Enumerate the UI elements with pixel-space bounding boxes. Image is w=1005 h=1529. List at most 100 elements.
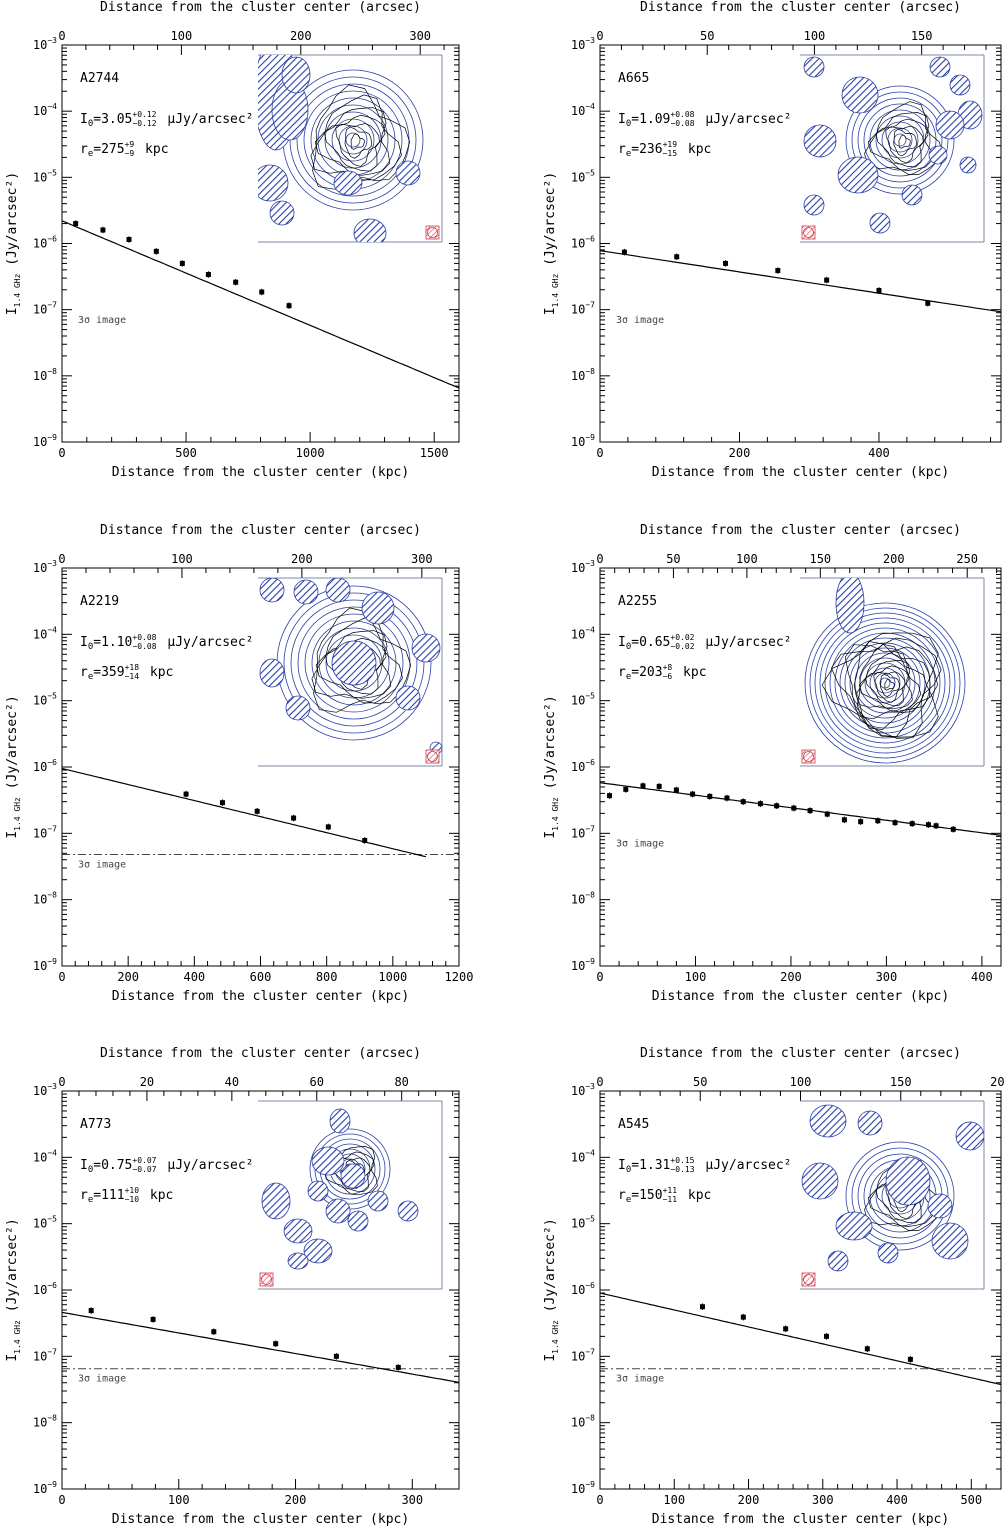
re-annotation: re=236+19 −15 kpc (618, 140, 711, 159)
model-contour (338, 125, 368, 155)
data-point (824, 277, 830, 283)
x-tick-label-arcsec: 200 (291, 552, 313, 566)
data-point (699, 1304, 705, 1310)
model-contour (849, 647, 921, 719)
subtracted-source (261, 1182, 291, 1220)
bottom-axis-title: Distance from the cluster center (kpc) (112, 1512, 409, 1527)
x-tick-label-kpc: 300 (812, 1493, 834, 1507)
y-axis-title: I1.4 GHz (Jy/arcsec²) (543, 172, 560, 315)
y-tick-label: 10−9 (33, 957, 57, 973)
subtracted-source (325, 578, 351, 603)
y-tick-label: 10−4 (33, 1148, 57, 1164)
plot-frame (61, 567, 460, 967)
subtracted-source (885, 1156, 931, 1206)
top-axis-title: Distance from the cluster center (arcsec… (640, 523, 961, 538)
x-tick-label-kpc: 300 (876, 970, 898, 984)
data-point (723, 260, 729, 266)
x-tick-label-arcsec: 100 (171, 552, 193, 566)
subtracted-source (841, 76, 879, 114)
y-tick-label: 10−7 (33, 1347, 57, 1363)
re-annotation: re=111+10 −10 kpc (80, 1186, 173, 1205)
x-tick-label-kpc: 0 (58, 446, 65, 460)
y-tick-label: 10−3 (33, 36, 57, 52)
subtracted-source (283, 1218, 313, 1244)
x-tick-label-kpc: 500 (175, 446, 197, 460)
data-point (907, 1356, 913, 1362)
subtracted-source (931, 1222, 969, 1260)
y-tick-label: 10−7 (571, 301, 595, 317)
data-point (205, 272, 211, 278)
threshold-label: 3σ image (616, 839, 664, 850)
threshold-label: 3σ image (78, 1374, 126, 1385)
subtracted-source (411, 633, 441, 663)
radio-contour (324, 114, 386, 172)
radio-contour (885, 125, 924, 164)
data-point (286, 303, 292, 309)
data-point (88, 1308, 94, 1314)
subtracted-source (835, 1211, 873, 1241)
subtracted-source (959, 156, 977, 174)
subtracted-source (929, 56, 951, 78)
radio-contour (312, 84, 411, 190)
x-tick-label-arcsec: 20 (140, 1075, 154, 1089)
x-tick-label-arcsec: 150 (809, 552, 831, 566)
x-tick-label-kpc: 200 (780, 970, 802, 984)
model-contour (290, 599, 418, 727)
plot-frame (61, 1090, 460, 1490)
x-tick-label-kpc: 100 (685, 970, 707, 984)
x-tick-label-arcsec: 300 (411, 552, 433, 566)
beam-symbol (425, 225, 440, 240)
x-tick-label-kpc: 600 (250, 970, 272, 984)
cluster-name: A2219 (80, 594, 119, 609)
subtracted-source (329, 1108, 351, 1134)
subtracted-source (361, 591, 395, 625)
x-tick-label-kpc: 0 (596, 1493, 603, 1507)
y-tick-label: 10−7 (571, 824, 595, 840)
i0-annotation: I0=1.10+0.08 −0.08 μJy/arcsec² (80, 633, 254, 652)
x-tick-label-arcsec: 300 (409, 29, 431, 43)
y-tick-label: 10−4 (571, 625, 595, 641)
panel-a545: 10−910−810−710−610−510−410−30 100 200 300 40… (543, 1046, 1005, 1527)
beam-symbol (801, 225, 816, 240)
data-point (273, 1341, 279, 1347)
radio-contour (884, 678, 895, 691)
subtracted-source (333, 170, 363, 196)
subtracted-source (397, 1200, 419, 1222)
x-tick-label-arcsec: 100 (790, 1075, 812, 1089)
x-tick-label-arcsec: 200 (990, 1075, 1005, 1089)
data-point (607, 793, 613, 799)
radio-contour (311, 617, 403, 704)
data-point (950, 826, 956, 832)
data-point (674, 254, 680, 260)
y-tick-label: 10−6 (571, 1281, 595, 1297)
y-tick-label: 10−8 (571, 891, 595, 907)
model-contour (851, 91, 949, 189)
x-tick-label-arcsec: 50 (693, 1075, 707, 1089)
cluster-name: A2255 (618, 594, 657, 609)
model-contour (881, 121, 919, 159)
i0-annotation: I0=1.09+0.08 −0.08 μJy/arcsec² (618, 110, 792, 129)
x-tick-label-arcsec: 0 (58, 1075, 65, 1089)
subtracted-source (803, 56, 825, 78)
model-contour (317, 104, 389, 176)
cluster-name: A773 (80, 1117, 111, 1132)
data-point (807, 808, 813, 814)
threshold-label: 3σ image (78, 859, 126, 870)
y-tick-label: 10−9 (33, 433, 57, 449)
x-tick-label-arcsec: 50 (700, 29, 714, 43)
x-tick-label-kpc: 200 (738, 1493, 760, 1507)
beam-ellipse (803, 1274, 814, 1285)
re-annotation: re=203+8 −6 kpc (618, 663, 707, 682)
y-tick-label: 10−6 (33, 235, 57, 251)
cluster-name: A2744 (80, 71, 119, 86)
radio-contour (875, 118, 929, 168)
y-tick-label: 10−6 (571, 758, 595, 774)
radio-contour (855, 651, 922, 713)
beam-symbol (801, 749, 816, 764)
data-point (925, 300, 931, 306)
data-point (783, 1326, 789, 1332)
data-point (864, 1346, 870, 1352)
model-curve (61, 767, 427, 858)
subtracted-source (259, 658, 285, 688)
